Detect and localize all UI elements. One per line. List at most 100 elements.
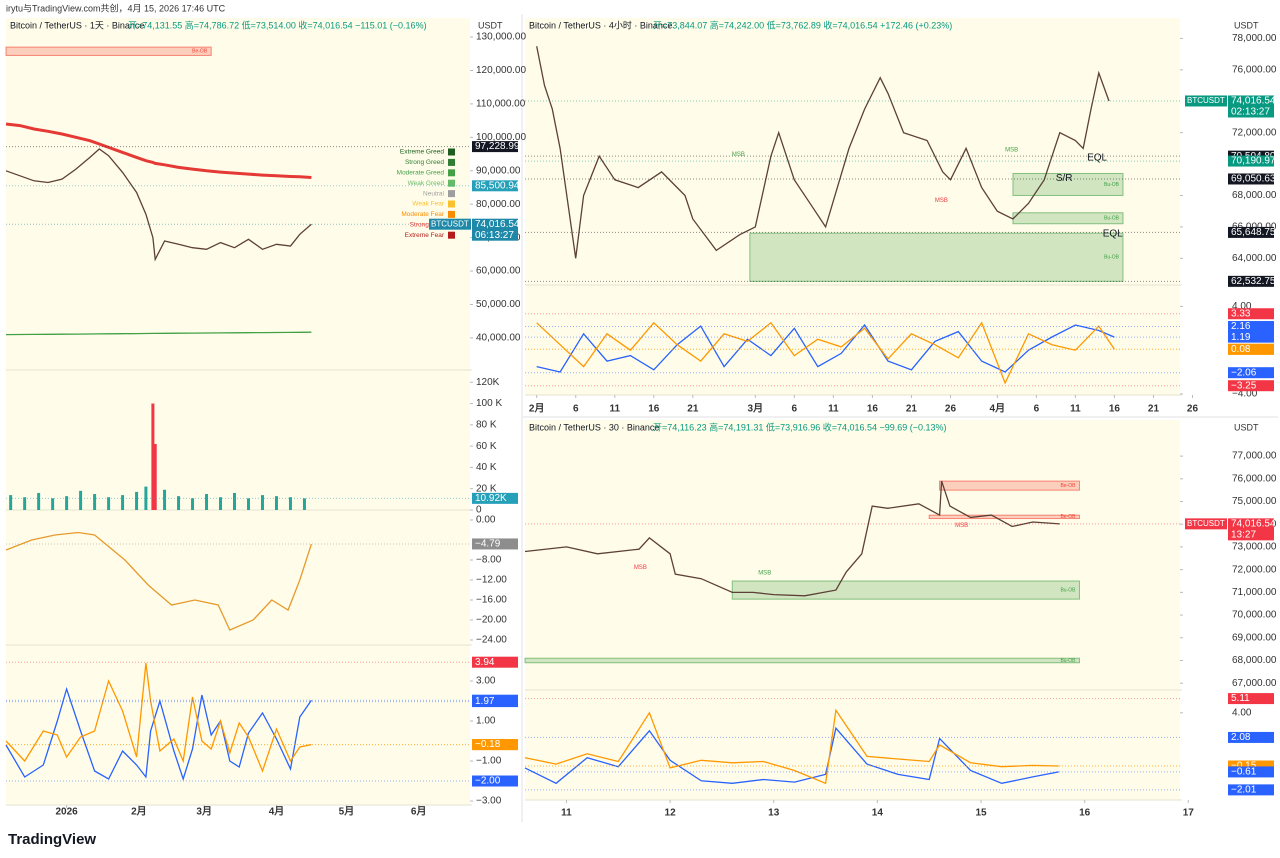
legend-label: Strong Fear (410, 222, 445, 229)
x-tick-label: 13 (768, 808, 780, 819)
ohlc: 开=74,131.55 高=74,786.72 低=73,514.00 收=74… (128, 19, 427, 30)
volume-bar (219, 497, 223, 510)
series-line (5, 148, 312, 262)
x-tick-label: 2月 (529, 403, 545, 415)
symbol-label-bg (1185, 95, 1227, 107)
volume-bar (23, 497, 27, 510)
volume-bar (9, 495, 13, 510)
volume-bar (93, 494, 97, 510)
y-tick-label: 40 K (476, 462, 497, 473)
order-block (928, 514, 1080, 520)
x-tick-label: 4月 (269, 806, 285, 818)
price-label: −2.00 (475, 776, 501, 787)
symbol-label-bg (429, 218, 471, 230)
volume-bar (288, 497, 292, 510)
y-tick-label: 67,000.00 (1232, 678, 1277, 689)
x-tick-label: 14 (872, 808, 884, 819)
legend-label: Extreme Greed (400, 149, 444, 156)
x-tick-label: 11 (561, 808, 572, 819)
countdown: 06:13:27 (475, 230, 514, 241)
price-label-bg (472, 775, 518, 787)
note: MSB (758, 571, 771, 577)
price-label: −4.79 (475, 539, 501, 550)
note: MSB (955, 523, 968, 529)
price-label-bg (1228, 784, 1274, 796)
volume-bar (107, 497, 111, 510)
price-label: −2.06 (1231, 367, 1257, 378)
logo: TradingView (8, 831, 96, 848)
y-tick-label: 3.00 (476, 676, 496, 687)
y-tick-label: 100,000.00 (476, 132, 526, 143)
zone-label: Be-OB (1060, 483, 1076, 489)
legend-swatch (448, 148, 455, 156)
x-tick-label: 6月 (411, 806, 427, 818)
y-tick-label: 20 K (476, 483, 497, 494)
y-tick-label: 1.00 (476, 716, 496, 727)
y-tick-label: 72,000.00 (1232, 127, 1277, 138)
legend-swatch (448, 158, 455, 166)
zone-label: Be-OB (1060, 514, 1076, 520)
note: EQL (1103, 229, 1123, 240)
order-block (731, 580, 1080, 600)
chart-title: Bitcoin / TetherUS · 30 · Binance (529, 422, 659, 432)
price-label: −0.15 (1231, 761, 1257, 772)
y-tick-label: −3.00 (476, 796, 502, 807)
y-tick-label: 72,000.00 (1232, 564, 1277, 575)
price-label-bg (1228, 155, 1274, 167)
price-label: 1.97 (475, 696, 495, 707)
y-tick-label: 0.00 (476, 515, 496, 526)
x-tick-label: 6 (792, 404, 798, 415)
x-tick-label: 26 (945, 404, 957, 415)
price-label-bg (1228, 760, 1274, 772)
volume-bar (79, 490, 83, 510)
y-tick-label: 60,000.00 (476, 266, 521, 277)
legend-swatch (448, 190, 455, 198)
order-block (749, 232, 1124, 282)
price-label: 3.94 (475, 657, 495, 668)
x-tick-label: 3月 (748, 403, 764, 415)
price-label-bg (1228, 226, 1274, 238)
legend-label: Strong Greed (405, 159, 444, 166)
price-label: 85,500.94 (475, 180, 520, 191)
price-label-bg (1228, 321, 1274, 333)
price-label-bg (472, 141, 518, 153)
volume-bar (177, 496, 181, 510)
price-label: −3.25 (1231, 380, 1257, 391)
x-tick-label: 2月 (131, 806, 147, 818)
y-tick-label: −1.00 (476, 756, 502, 767)
price-label-bg (1228, 693, 1274, 705)
zone-label: Bu-OB (1104, 255, 1120, 261)
chart-title: Bitcoin / TetherUS · 1天 · Binance (10, 20, 144, 30)
y-tick-label: 80 K (476, 419, 497, 430)
price-label: 5.11 (1231, 693, 1250, 704)
price-label-bg (1228, 95, 1274, 118)
price-label: 1.19 (1231, 332, 1251, 343)
series-line (5, 686, 312, 782)
zone-label: Bu-OB (1060, 658, 1076, 664)
x-tick-label: 26 (1187, 404, 1199, 415)
x-tick-label: 21 (687, 404, 699, 415)
currency: USDT (1234, 422, 1259, 432)
price-label-bg (472, 180, 518, 192)
volume-bar (151, 403, 155, 510)
order-block (939, 480, 1080, 491)
x-tick-label: 11 (1070, 404, 1081, 415)
ohlc: 开=74,116.23 高=74,191.31 低=73,916.96 收=74… (653, 421, 947, 432)
left-panel-bg (6, 18, 470, 805)
price-label: 74,016.54 (1231, 96, 1276, 107)
y-tick-label: 60 K (476, 441, 497, 452)
legend-swatch (448, 169, 455, 177)
y-tick-label: −4.00 (1232, 389, 1258, 400)
legend-swatch (448, 200, 455, 208)
x-tick-label: 21 (906, 404, 918, 415)
price-label-bg (1228, 367, 1274, 379)
y-tick-label: 40,000.00 (476, 333, 521, 344)
volume-bar (51, 498, 55, 510)
y-tick-label: 78,000.00 (1232, 33, 1277, 44)
y-tick-label: 77,000.00 (1232, 451, 1277, 462)
chart-title: Bitcoin / TetherUS · 4小时 · Binance (529, 19, 672, 30)
countdown: 13:27 (1231, 529, 1256, 540)
y-tick-label: −16.00 (476, 595, 507, 606)
y-tick-label: 90,000.00 (476, 165, 521, 176)
